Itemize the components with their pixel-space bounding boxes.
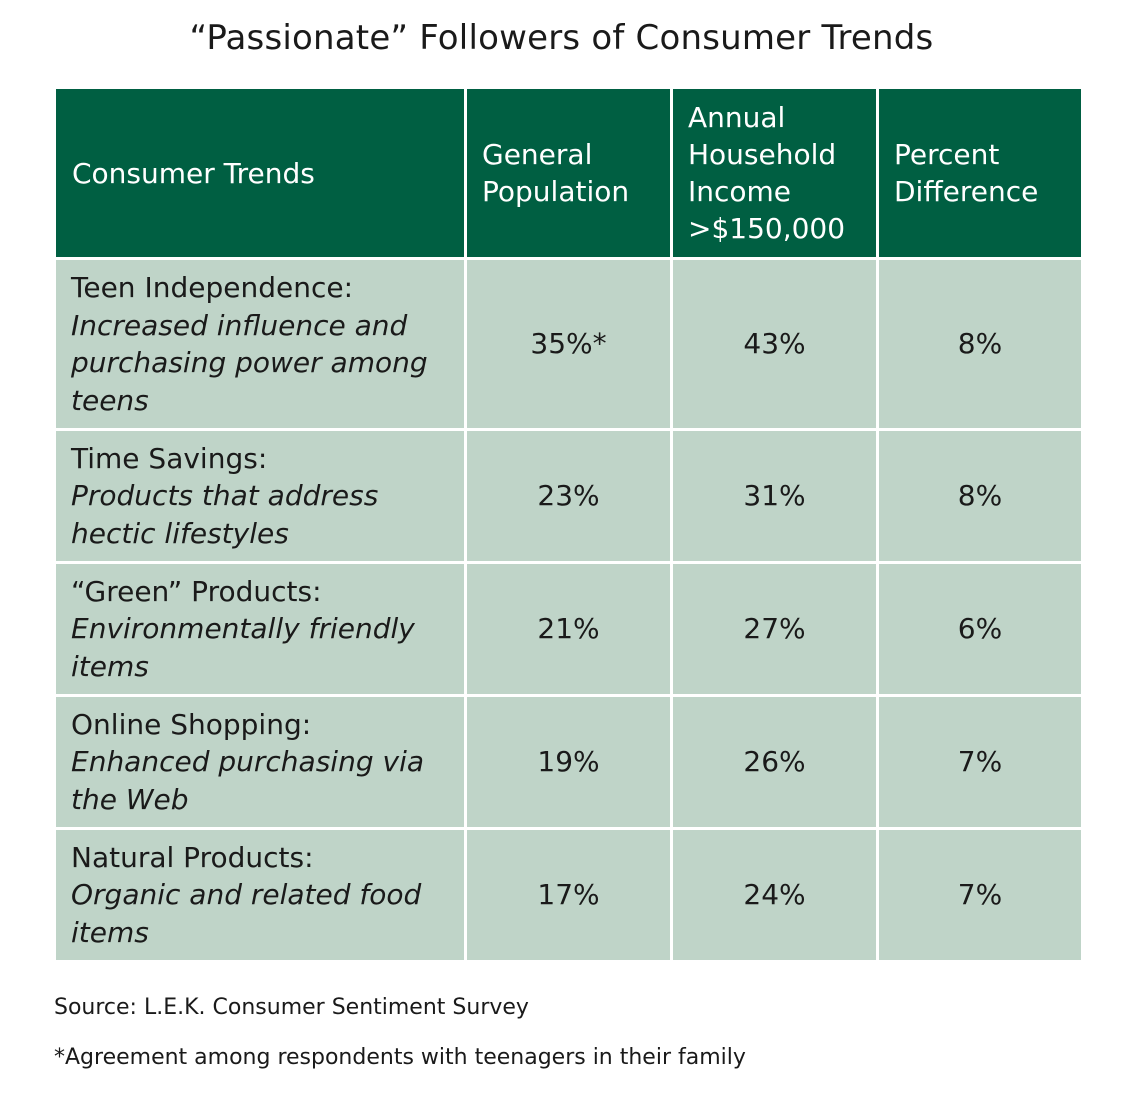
percent-difference-value: 7%	[876, 827, 1084, 963]
trend-name: Time Savings:	[71, 441, 268, 475]
trend-cell: Teen Independence: Increased influence a…	[53, 257, 467, 431]
table-row: Natural Products: Organic and related fo…	[53, 827, 1084, 963]
household-income-value: 43%	[670, 257, 879, 431]
header-percent-difference: Percent Difference	[876, 86, 1084, 260]
table-row: Teen Independence: Increased influence a…	[53, 257, 1084, 431]
percent-difference-value: 8%	[876, 428, 1084, 564]
trend-description: Organic and related food items	[71, 878, 422, 949]
general-population-value: 23%	[464, 428, 673, 564]
trend-description: Increased influence and purchasing power…	[71, 308, 428, 417]
household-income-value: 27%	[670, 561, 879, 697]
page-title: “Passionate” Followers of Consumer Trend…	[189, 18, 934, 58]
consumer-trends-table: Consumer Trends General Population Annua…	[53, 86, 1084, 963]
table-row: Time Savings: Products that address hect…	[53, 428, 1084, 564]
table-row: “Green” Products: Environmentally friend…	[53, 561, 1084, 697]
header-household-income: Annual Household Income >$150,000	[670, 86, 879, 260]
trend-name: “Green” Products:	[71, 574, 322, 608]
trend-name: Teen Independence:	[71, 271, 353, 304]
general-population-value: 21%	[464, 561, 673, 697]
source-note: Source: L.E.K. Consumer Sentiment Survey	[54, 995, 529, 1020]
trend-name: Natural Products:	[71, 840, 314, 874]
household-income-value: 26%	[670, 694, 879, 830]
table-header-row: Consumer Trends General Population Annua…	[53, 86, 1084, 260]
percent-difference-value: 7%	[876, 694, 1084, 830]
trend-description: Enhanced purchasing via the Web	[71, 745, 425, 816]
trend-description: Environmentally friendly items	[71, 612, 415, 683]
household-income-value: 31%	[670, 428, 879, 564]
header-general-population: General Population	[464, 86, 673, 260]
percent-difference-value: 8%	[876, 257, 1084, 431]
header-consumer-trends: Consumer Trends	[53, 86, 467, 260]
trend-cell: Time Savings: Products that address hect…	[53, 428, 467, 564]
trend-name: Online Shopping:	[71, 707, 312, 741]
trend-cell: Natural Products: Organic and related fo…	[53, 827, 467, 963]
footnote: *Agreement among respondents with teenag…	[54, 1045, 746, 1070]
trend-cell: Online Shopping: Enhanced purchasing via…	[53, 694, 467, 830]
table-row: Online Shopping: Enhanced purchasing via…	[53, 694, 1084, 830]
trend-description: Products that address hectic lifestyles	[71, 479, 379, 550]
percent-difference-value: 6%	[876, 561, 1084, 697]
household-income-value: 24%	[670, 827, 879, 963]
general-population-value: 19%	[464, 694, 673, 830]
trend-cell: “Green” Products: Environmentally friend…	[53, 561, 467, 697]
general-population-value: 35%*	[464, 257, 673, 431]
general-population-value: 17%	[464, 827, 673, 963]
